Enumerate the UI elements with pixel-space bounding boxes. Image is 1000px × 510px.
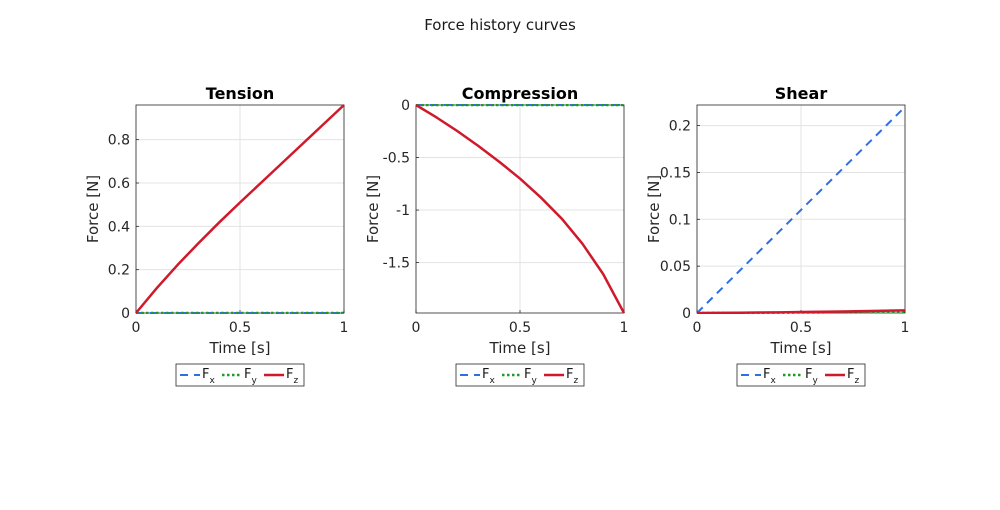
y-tick-label: 0.4 [108, 219, 130, 235]
x-tick-label: 0.5 [790, 320, 812, 336]
series-line-fx [696, 106, 906, 314]
legend-label-fz: Fz [566, 367, 578, 386]
y-tick-label: 0.6 [108, 176, 130, 192]
legend: Fx Fy Fz [175, 363, 305, 387]
series-group [135, 104, 345, 314]
x-axis-label: Time [s] [770, 339, 832, 357]
y-tick-label: -1 [396, 203, 410, 219]
legend-label-fx: Fx [202, 367, 215, 386]
y-axis-label: Force [N] [84, 175, 102, 243]
legend-box [455, 363, 585, 387]
y-tick-label: 0.2 [669, 119, 691, 135]
legend-box [736, 363, 866, 387]
x-axis-label: Time [s] [209, 339, 271, 357]
y-tick-label: -1.5 [383, 256, 410, 272]
series-group [696, 106, 906, 314]
legend-label-fz: Fz [286, 367, 298, 386]
x-tick-label: 1 [340, 320, 349, 336]
legend-label-fy: Fy [244, 367, 257, 386]
x-tick-label: 0.5 [229, 320, 251, 336]
y-tick-label: 0.2 [108, 263, 130, 279]
y-axis-label: Force [N] [364, 175, 382, 243]
y-tick-label: 0.1 [669, 212, 691, 228]
series-line-fz [696, 309, 906, 314]
legend-box [175, 363, 305, 387]
legend-label-fx: Fx [482, 367, 495, 386]
y-tick-label: 0 [121, 306, 130, 322]
figure-title: Force history curves [424, 16, 576, 34]
y-axis-label: Force [N] [645, 175, 663, 243]
x-tick-label: 0.5 [509, 320, 531, 336]
legend-label-fy: Fy [805, 367, 818, 386]
y-tick-label: -0.5 [383, 151, 410, 167]
y-tick-label: 0 [401, 98, 410, 114]
legend: Fx Fy Fz [455, 363, 585, 387]
y-tick-label: 0.15 [660, 165, 691, 181]
series-line-fz [135, 104, 345, 314]
plot-title: Compression [462, 84, 579, 103]
legend-label-fx: Fx [763, 367, 776, 386]
y-tick-label: 0.05 [660, 259, 691, 275]
x-tick-label: 1 [901, 320, 910, 336]
plot-tension: 0 0.5 1 0 0.2 0.4 0.6 0.8 Tension Time [s] Force [… [84, 84, 349, 387]
series-group [415, 104, 625, 314]
plot-title: Shear [775, 84, 828, 103]
x-axis-label: Time [s] [489, 339, 551, 357]
plot-compression: 0 0.5 1 0 -0.5 -1 -1.5 Compression Time [s] Force… [364, 84, 629, 387]
legend-label-fy: Fy [524, 367, 537, 386]
x-tick-label: 0 [693, 320, 702, 336]
y-tick-label: 0.8 [108, 133, 130, 149]
series-line-fz [415, 104, 625, 314]
legend-label-fz: Fz [847, 367, 859, 386]
plot-title: Tension [206, 84, 274, 103]
plot-shear: 0 0.5 1 0 0.05 0.1 0.15 0.2 Shear Time [s] Force [… [645, 84, 910, 387]
y-tick-label: 0 [682, 306, 691, 322]
x-tick-label: 1 [620, 320, 629, 336]
legend: Fx Fy Fz [736, 363, 866, 387]
x-tick-label: 0 [412, 320, 421, 336]
x-tick-label: 0 [132, 320, 141, 336]
